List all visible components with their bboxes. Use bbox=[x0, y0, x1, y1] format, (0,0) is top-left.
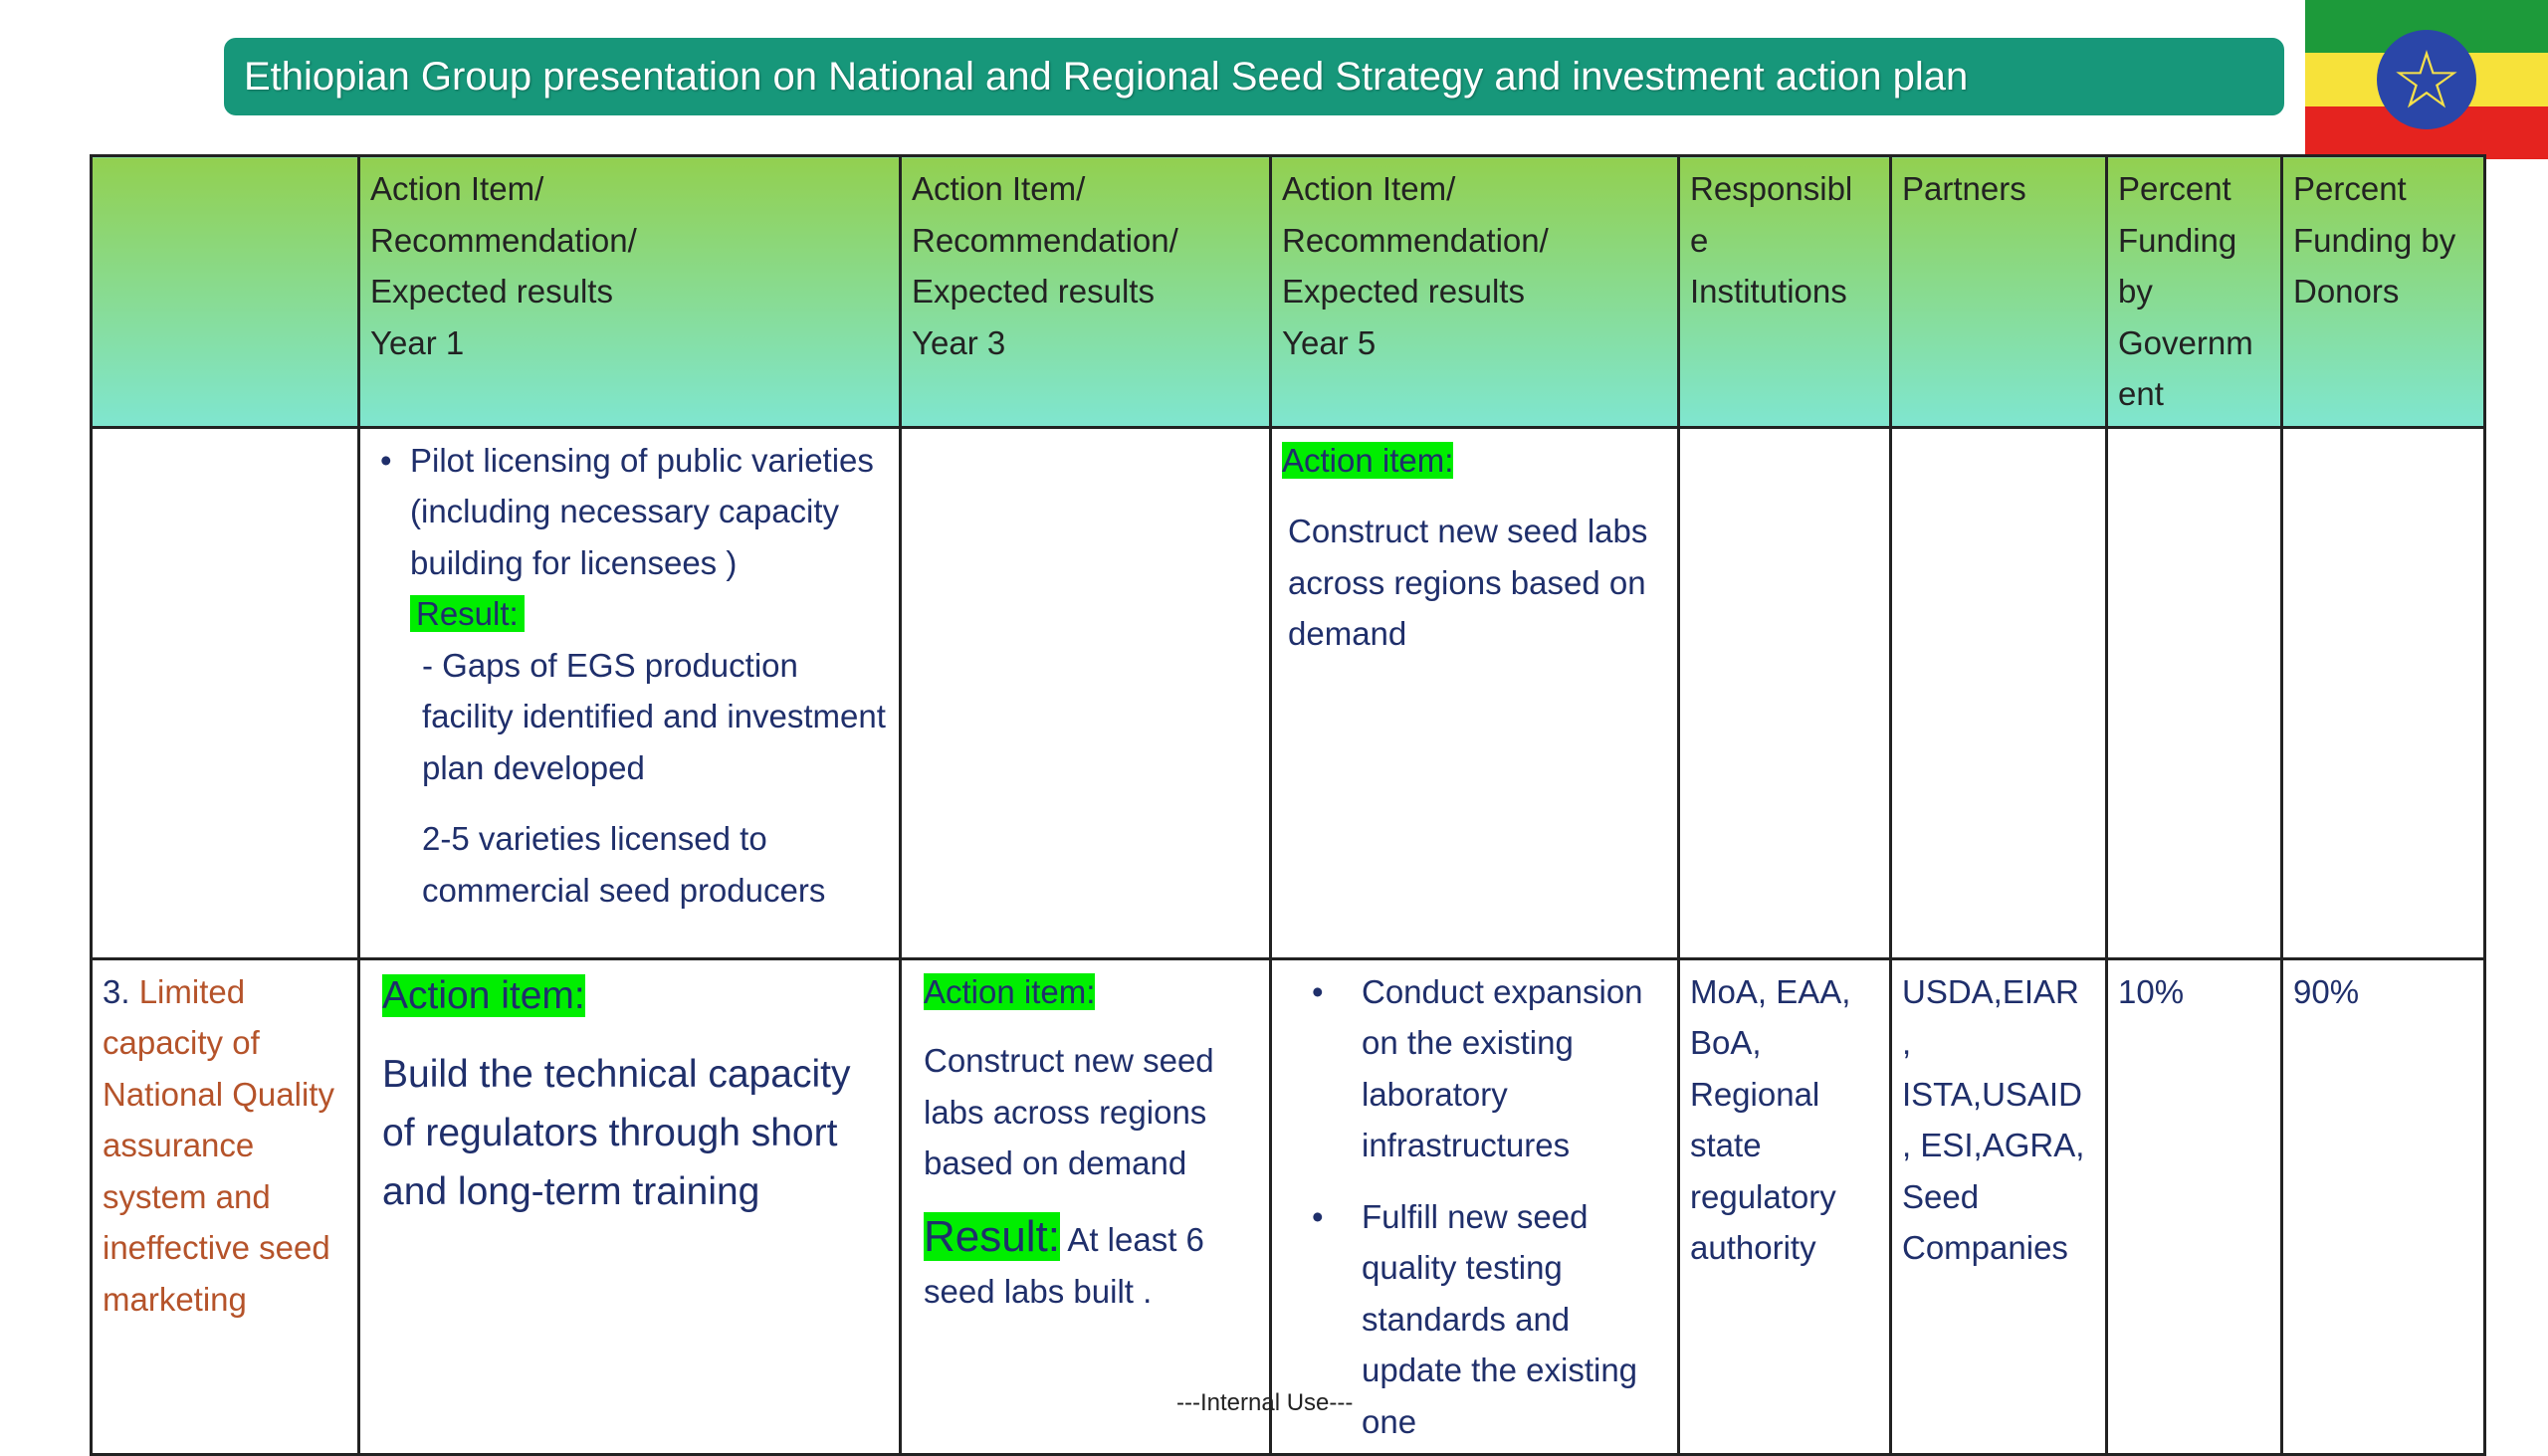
header-year5: Action Item/Recommendation/Expected resu… bbox=[1269, 154, 1680, 429]
result-label: Result: bbox=[924, 1211, 1060, 1261]
result-label: Result: bbox=[410, 595, 525, 632]
row2-year5: Conduct expansion on the existing labora… bbox=[1269, 956, 1680, 1456]
issue-text: Limited capacity of National Quality ass… bbox=[103, 972, 334, 1318]
table-row: 3. Limited capacity of National Quality … bbox=[90, 956, 2486, 1456]
star-emblem-icon: ☆ bbox=[2377, 30, 2476, 129]
header-gov-funding: Percent Funding by Governm ent bbox=[2105, 154, 2283, 429]
table-row: Pilot licensing of public varieties (inc… bbox=[90, 425, 2486, 960]
action-text: Construct new seed labs across regions b… bbox=[924, 1042, 1214, 1181]
action-text: Build the technical capacity of regulato… bbox=[382, 1052, 851, 1213]
list-item: Fulfill new seed quality testing standar… bbox=[1302, 1191, 1667, 1448]
row2-responsible: MoA, EAA, BoA, Regional state regulatory… bbox=[1677, 956, 1892, 1456]
action-item-label: Action item: bbox=[382, 973, 585, 1017]
row2-year1: Action item: Build the technical capacit… bbox=[357, 956, 902, 1456]
row1-year1: Pilot licensing of public varieties (inc… bbox=[357, 425, 902, 960]
result-text: At least 6 seed labs built . bbox=[924, 1220, 1204, 1310]
internal-use-footer: ---Internal Use--- bbox=[1176, 1389, 1354, 1416]
list-item: Conduct expansion on the existing labora… bbox=[1302, 966, 1667, 1171]
header-responsible: Responsibl e Institutions bbox=[1677, 154, 1892, 429]
header-year1: Action Item/Recommendation/Expected resu… bbox=[357, 154, 902, 429]
header-year3: Action Item/Recommendation/Expected resu… bbox=[899, 154, 1272, 429]
row2-donor-funding: 90% bbox=[2280, 956, 2486, 1456]
header-empty bbox=[90, 154, 360, 429]
action-plan-table: Action Item/Recommendation/Expected resu… bbox=[90, 154, 2486, 1456]
ethiopian-flag-image: ☆ bbox=[2305, 0, 2548, 159]
header-donor-funding: Percent Funding by Donors bbox=[2280, 154, 2486, 429]
action-text: Construct new seed labs across regions b… bbox=[1288, 513, 1648, 652]
row2-issue: 3. Limited capacity of National Quality … bbox=[90, 956, 360, 1456]
slide-title: Ethiopian Group presentation on National… bbox=[224, 38, 2284, 115]
list-item: Pilot licensing of public varieties (inc… bbox=[370, 435, 889, 589]
row2-partners: USDA,EIAR , ISTA,USAID , ESI,AGRA, Seed … bbox=[1889, 956, 2108, 1456]
action-item-label: Action item: bbox=[1282, 441, 1454, 479]
result-text: - Gaps of EGS production facility identi… bbox=[422, 646, 886, 786]
row2-gov-funding: 10% bbox=[2105, 956, 2283, 1456]
result-extra: 2-5 varieties licensed to commercial see… bbox=[422, 820, 826, 909]
action-item-label: Action item: bbox=[924, 972, 1096, 1010]
header-row: Action Item/Recommendation/Expected resu… bbox=[90, 154, 2486, 429]
row2-year3: Action item: Construct new seed labs acr… bbox=[899, 956, 1272, 1456]
row1-year5: Action item: Construct new seed labs acr… bbox=[1269, 425, 1680, 960]
header-partners: Partners bbox=[1889, 154, 2108, 429]
